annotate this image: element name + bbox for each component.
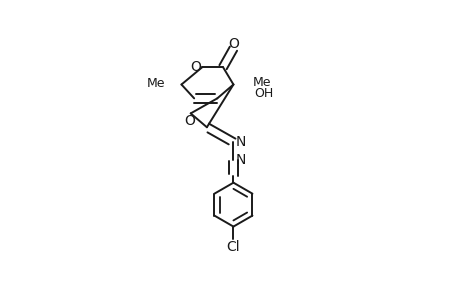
Text: OH: OH — [253, 87, 273, 100]
Text: Me: Me — [252, 76, 271, 89]
Text: Cl: Cl — [226, 240, 240, 254]
Text: Me: Me — [146, 77, 165, 90]
Text: O: O — [228, 37, 238, 51]
Text: O: O — [190, 60, 201, 74]
Text: O: O — [184, 114, 195, 128]
Text: N: N — [235, 135, 246, 149]
Text: N: N — [235, 153, 246, 166]
